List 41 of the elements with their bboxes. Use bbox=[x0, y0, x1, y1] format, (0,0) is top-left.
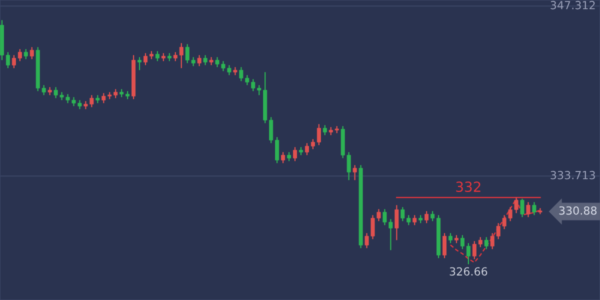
candlestick bbox=[281, 152, 286, 164]
candlestick bbox=[310, 138, 315, 150]
candlestick bbox=[143, 52, 148, 66]
annotation: 326.66 bbox=[450, 267, 488, 276]
candlestick bbox=[478, 236, 482, 248]
candlestick bbox=[179, 42, 184, 69]
text: 330.88 bbox=[559, 206, 597, 215]
candlestick bbox=[460, 234, 464, 250]
candlestick bbox=[30, 46, 34, 60]
candlestick bbox=[442, 232, 447, 259]
candlestick bbox=[448, 232, 452, 244]
candlestick bbox=[197, 54, 202, 67]
annotation: 332 bbox=[456, 182, 480, 192]
candlestick bbox=[520, 198, 524, 218]
candlestick bbox=[155, 50, 160, 62]
candlestick bbox=[484, 236, 488, 250]
candlestick bbox=[472, 240, 476, 260]
candlestick bbox=[209, 56, 214, 66]
candlestick bbox=[12, 54, 16, 69]
candlestick bbox=[394, 204, 399, 241]
candlestick bbox=[526, 202, 530, 218]
candlestick bbox=[203, 54, 208, 66]
candlestick bbox=[18, 48, 22, 62]
candlestick bbox=[424, 210, 429, 224]
candlestick bbox=[430, 210, 435, 222]
candlestick bbox=[269, 116, 274, 144]
candlestick bbox=[24, 48, 28, 60]
candlestick bbox=[532, 202, 536, 216]
y-tick-label: 347.312 bbox=[550, 0, 595, 10]
candlestick bbox=[352, 164, 357, 181]
candlestick bbox=[233, 66, 238, 76]
candlestick bbox=[6, 52, 10, 69]
candlestick bbox=[138, 56, 142, 71]
candlestick bbox=[275, 136, 280, 164]
candlestick bbox=[293, 146, 298, 162]
candlestick bbox=[412, 214, 417, 226]
candlestick bbox=[316, 124, 321, 146]
candlestick bbox=[466, 242, 470, 265]
y-tick-label: 333.713 bbox=[550, 170, 595, 180]
candlestick bbox=[322, 124, 327, 136]
candlestick bbox=[304, 142, 309, 156]
